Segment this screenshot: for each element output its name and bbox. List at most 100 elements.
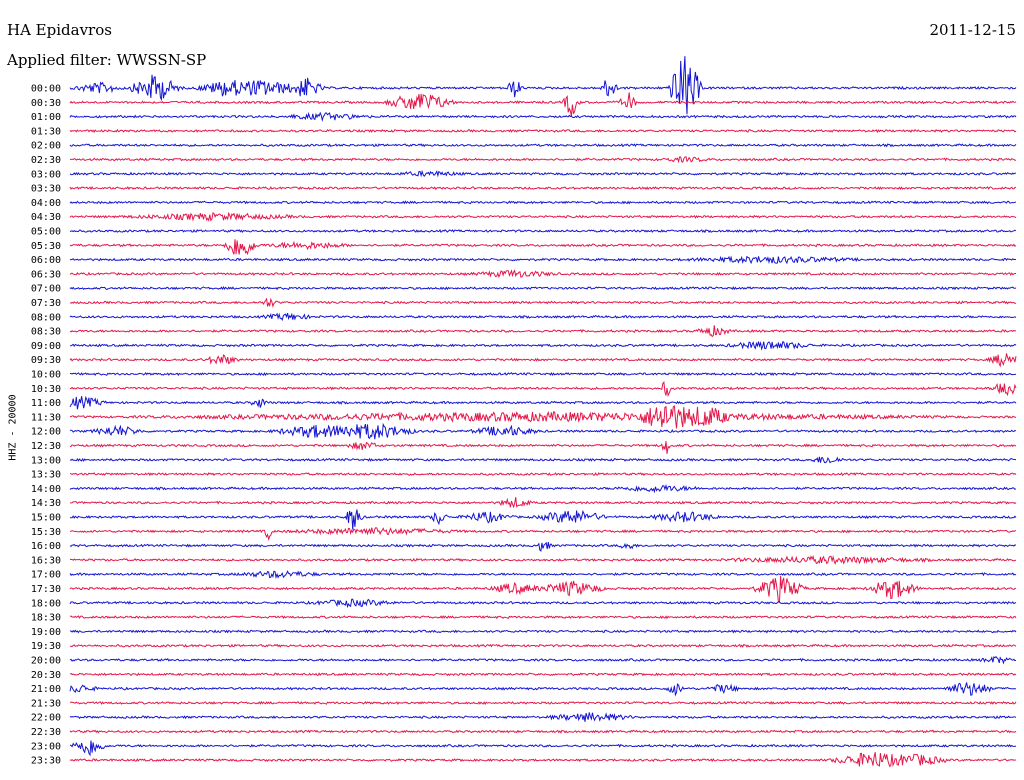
trace-line — [69, 643, 1017, 648]
row-label: 07:30 — [31, 298, 61, 309]
row-label: 22:30 — [31, 727, 61, 738]
trace-line — [69, 353, 1017, 368]
trace-line — [69, 497, 1017, 509]
row-label: 00:30 — [31, 98, 61, 109]
row-label: 20:30 — [31, 670, 61, 681]
trace-line — [69, 371, 1017, 377]
trace-line — [69, 700, 1017, 706]
row-label: 10:00 — [31, 370, 61, 381]
row-label: 03:00 — [31, 169, 61, 180]
row-label: 14:00 — [31, 484, 61, 495]
row-label: 17:30 — [31, 584, 61, 595]
row-label: 05:00 — [31, 227, 61, 238]
row-label: 10:30 — [31, 384, 61, 395]
row-label: 15:30 — [31, 527, 61, 538]
row-label: 23:00 — [31, 741, 61, 752]
trace-line — [69, 269, 1016, 279]
trace-line — [69, 341, 1017, 351]
trace-line — [69, 325, 1017, 338]
trace-line — [69, 570, 1017, 580]
row-label: 18:00 — [31, 598, 61, 609]
row-label: 11:00 — [31, 398, 61, 409]
filter-label: Applied filter: WWSSN-SP — [7, 51, 207, 69]
row-label: 08:00 — [31, 312, 61, 323]
trace-line — [69, 682, 1017, 697]
row-label: 01:00 — [31, 112, 61, 123]
trace-line — [69, 555, 1017, 565]
trace-line — [69, 655, 1017, 665]
row-label: 02:30 — [31, 155, 61, 166]
trace-line — [69, 395, 1017, 410]
row-label: 11:30 — [31, 412, 61, 423]
trace-line — [69, 156, 1016, 164]
trace-line — [69, 228, 1017, 234]
trace-line — [69, 200, 1017, 205]
trace-line — [69, 509, 1017, 530]
row-label: 16:30 — [31, 555, 61, 566]
row-label: 07:00 — [31, 284, 61, 295]
date-label: 2011-12-15 — [929, 21, 1016, 39]
trace-line — [69, 56, 1017, 115]
row-label: 03:30 — [31, 184, 61, 195]
trace-line — [69, 456, 1017, 464]
row-label: 06:30 — [31, 269, 61, 280]
trace-line — [69, 92, 1017, 117]
trace-line — [69, 286, 1017, 291]
row-label: 12:00 — [31, 427, 61, 438]
row-label: 02:00 — [31, 141, 61, 152]
trace-line — [69, 526, 1017, 542]
row-label: 04:30 — [31, 212, 61, 223]
row-label: 19:00 — [31, 627, 61, 638]
row-label: 06:00 — [31, 255, 61, 266]
row-label: 16:00 — [31, 541, 61, 552]
trace-line — [69, 297, 1017, 308]
trace-line — [69, 111, 1017, 122]
row-label: 21:30 — [31, 698, 61, 709]
trace-line — [69, 729, 1017, 734]
trace-line — [69, 576, 1017, 604]
trace-line — [69, 143, 1017, 148]
trace-line — [69, 405, 1017, 429]
trace-line — [69, 128, 1017, 134]
row-label: 05:30 — [31, 241, 61, 252]
trace-line — [69, 541, 1017, 552]
row-label: 01:30 — [31, 126, 61, 137]
trace-line — [69, 185, 1017, 191]
row-label: 18:30 — [31, 613, 61, 624]
row-label: 14:30 — [31, 498, 61, 509]
trace-line — [69, 712, 1017, 722]
row-label: 15:00 — [31, 513, 61, 524]
trace-line — [69, 255, 1017, 265]
trace-line — [69, 441, 1017, 454]
trace-line — [69, 629, 1017, 634]
trace-line — [69, 740, 1016, 757]
row-label: 22:00 — [31, 713, 61, 724]
trace-line — [69, 598, 1017, 609]
row-label: 17:00 — [31, 570, 61, 581]
trace-line — [69, 239, 1017, 256]
trace-line — [69, 483, 1017, 494]
row-label: 19:30 — [31, 641, 61, 652]
row-label: 20:00 — [31, 656, 61, 667]
trace-line — [69, 614, 1017, 620]
station-title: HA Epidavros — [7, 21, 112, 39]
trace-line — [69, 312, 1017, 321]
row-label: 13:00 — [31, 455, 61, 466]
row-label: 09:30 — [31, 355, 61, 366]
row-label: 21:00 — [31, 684, 61, 695]
trace-line — [69, 472, 1017, 477]
row-label: 08:30 — [31, 327, 61, 338]
trace-line — [69, 422, 1017, 440]
trace-line — [69, 211, 1017, 222]
row-label: 04:00 — [31, 198, 61, 209]
row-label: 13:30 — [31, 470, 61, 481]
row-label: 09:00 — [31, 341, 61, 352]
row-label: 00:00 — [31, 84, 61, 95]
trace-line — [69, 169, 1017, 178]
trace-line — [69, 380, 1017, 398]
trace-line — [69, 672, 1017, 677]
row-label: 23:30 — [31, 756, 61, 767]
trace-line — [69, 752, 1017, 768]
row-label: 12:30 — [31, 441, 61, 452]
